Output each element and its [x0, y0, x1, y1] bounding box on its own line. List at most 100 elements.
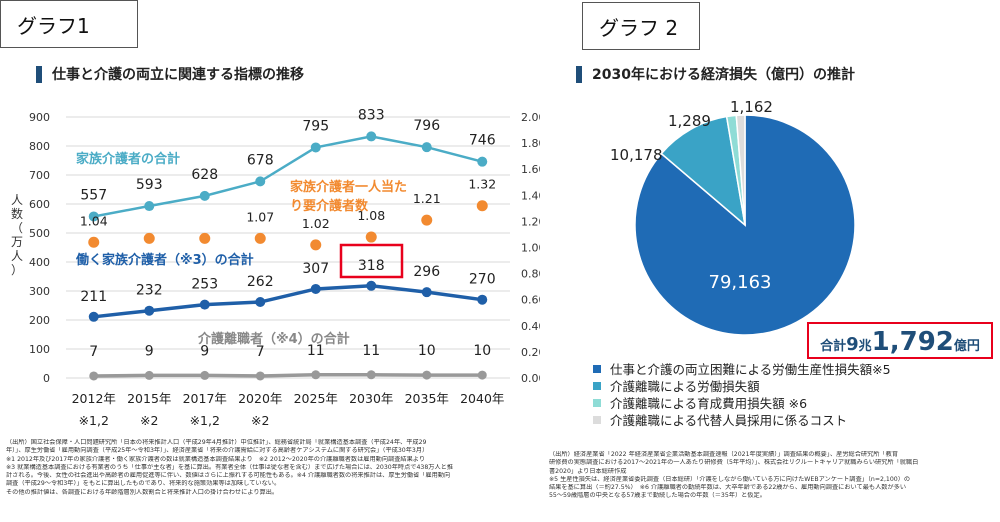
note-line: ※3 就業構造基本調査における有業者のうち「仕事が主な者」を基に算出。有業者全体…: [6, 463, 454, 471]
graph1-title: 仕事と介護の両立に関連する指標の推移: [36, 64, 304, 84]
axis-label-char: 数: [11, 206, 23, 221]
y-right-tick-label: 0.60: [521, 294, 540, 307]
series-point: [421, 287, 432, 298]
per-caregiver-data-label: 1.32: [468, 177, 496, 192]
per-caregiver-data-label: 1.21: [413, 191, 441, 206]
series-point: [89, 371, 99, 381]
series-point: [199, 190, 210, 201]
graph2-title-marker: [576, 65, 582, 83]
series-data-label: 211: [80, 289, 107, 305]
x-tick-label: 2035年: [405, 391, 449, 406]
series-point: [421, 142, 432, 153]
legend-swatch: [593, 381, 601, 390]
axis-label-char: 人: [11, 193, 23, 207]
legend-label: 介護離職による代替人員採用に係るコスト: [610, 413, 848, 428]
series-point: [366, 280, 377, 291]
pie-slice-label: 1,162: [730, 98, 773, 116]
y-left-tick-label: 300: [29, 285, 50, 298]
per-caregiver-point: [421, 214, 433, 226]
pie-slice: [735, 114, 746, 226]
per-caregiver-point: [199, 232, 211, 244]
graph2-pie-chart: 79,163 10,178 1,289 1,162: [610, 98, 856, 336]
series-data-label: 10: [418, 343, 436, 359]
axis-label-char: 万: [11, 235, 23, 249]
note-line: 書2020」より日本総研作成: [549, 467, 627, 475]
series-point: [144, 201, 155, 212]
series-data-label: 318: [358, 258, 385, 274]
axis-label-char: 人: [11, 249, 23, 263]
y-right-tick-label: 2.00: [521, 111, 540, 124]
total-oku-unit: 億円: [953, 339, 980, 354]
series-data-label: 833: [358, 107, 385, 123]
series-point: [255, 297, 266, 308]
x-tick-label: 2012年: [72, 391, 116, 406]
total-prefix: 合計: [820, 339, 847, 354]
legend-swatch: [593, 415, 601, 424]
legend-label: 仕事と介護の両立困難による労働生産性損失額※5: [610, 362, 891, 377]
per-caregiver-data-label: 1.02: [302, 216, 330, 231]
y-right-tick-label: 0.40: [521, 320, 540, 333]
per-caregiver-series-label-line2: り要介護者数: [290, 198, 369, 214]
note-line: 結果を基に算出（＝約27.5%） ※6 介護離職者の勤続年数は、大卒年齢である2…: [549, 484, 907, 492]
axis-label-char: （: [11, 221, 23, 235]
series-point: [366, 370, 376, 380]
series-data-label: 593: [136, 177, 163, 193]
series-point: [310, 142, 321, 153]
pie-legend: 仕事と介護の両立困難による労働生産性損失額※5 介護離職による労働損失額 介護離…: [593, 360, 891, 428]
series-data-label: 746: [469, 133, 496, 149]
legend-label: 介護離職による育成費用損失額 ※6: [610, 396, 808, 411]
x-tick-label: 2040年: [460, 391, 504, 406]
series-point: [144, 305, 155, 316]
y-right-tick-label: 0.80: [521, 268, 540, 281]
per-caregiver-data-label: 1.08: [357, 208, 385, 223]
series-data-label: 7: [89, 344, 98, 360]
graph2-title: 2030年における経済損失（億円）の推計: [576, 64, 855, 84]
per-caregiver-data-label: 1.07: [246, 209, 274, 224]
per-caregiver-point: [88, 236, 100, 248]
x-tick-label: 2015年: [127, 391, 171, 406]
series-point: [199, 299, 210, 310]
total-cho-value: 9: [846, 334, 859, 355]
series-point: [477, 156, 488, 167]
per-caregiver-data-label: 1.04: [80, 213, 108, 228]
legend-item: 介護離職による育成費用損失額 ※6: [593, 394, 891, 411]
note-line: 計される。今後、女性の社会進出や高齢者の雇用促進等に伴い、数値はさらに上振れする…: [6, 472, 451, 480]
turnover-series-label: 介護離職者（※4）の合計: [197, 331, 350, 347]
series-data-label: 253: [191, 277, 218, 293]
x-tick-sublabel: ※2: [251, 413, 269, 428]
note-line: 55～59歳階層の中央となる57歳まで勤続した場合の年数（＝35年）と仮定。: [549, 492, 766, 500]
legend-swatch: [593, 398, 601, 407]
note-line: ※5 生産性損失は、経済産業省委託調査（日本総研）「介護をしながら働いている方に…: [549, 475, 911, 483]
pie-total-box: 合計 9 兆 1,792 億円: [807, 322, 993, 359]
series-point: [88, 211, 99, 222]
legend-item: 仕事と介護の両立困難による労働生産性損失額※5: [593, 360, 891, 377]
pie-slice-label: 1,289: [668, 112, 711, 130]
series-point: [200, 370, 210, 380]
y-right-tick-label: 1.40: [521, 189, 540, 202]
pie-slice-label: 79,163: [709, 272, 772, 293]
series-line: [93, 373, 483, 378]
graph1-tab-text: グラフ1: [17, 13, 90, 38]
series-point: [422, 370, 432, 380]
y-left-tick-label: 500: [29, 227, 50, 240]
legend-item: 介護離職による代替人員採用に係るコスト: [593, 411, 891, 428]
family-caregivers-series-label: 家族介護者の合計: [76, 151, 180, 167]
series-point: [310, 283, 321, 294]
series-data-label: 11: [362, 343, 380, 359]
note-line: 年）」、厚生労働省「雇用動向調査（平成25年～令和3年）」、経済産業省「将来の介…: [6, 447, 429, 455]
series-data-label: 9: [200, 343, 209, 359]
note-line: その他の推計値は、各調査における年齢階層別人数割合と将来推計人口の掛け合わせによ…: [6, 488, 279, 496]
pie-slice-label: 10,178: [610, 146, 663, 164]
y-left-tick-label: 100: [29, 343, 50, 356]
graph1-tab-label: グラフ1: [0, 0, 138, 48]
y-right-tick-label: 0.00: [521, 372, 540, 385]
y-right-tick-label: 0.20: [521, 346, 540, 359]
series-point: [255, 176, 266, 187]
series-data-label: 795: [302, 118, 329, 134]
y-left-tick-label: 200: [29, 314, 50, 327]
x-tick-label: 2030年: [349, 391, 393, 406]
y-left-tick-label: 700: [29, 169, 50, 182]
series-data-label: 557: [80, 187, 107, 203]
graph1-source-notes: （出所）国立社会保障・人口問題研究所「日本の将来推計人口（平成29年4月推計）中…: [6, 439, 534, 497]
x-tick-label: 2020年: [238, 391, 282, 406]
